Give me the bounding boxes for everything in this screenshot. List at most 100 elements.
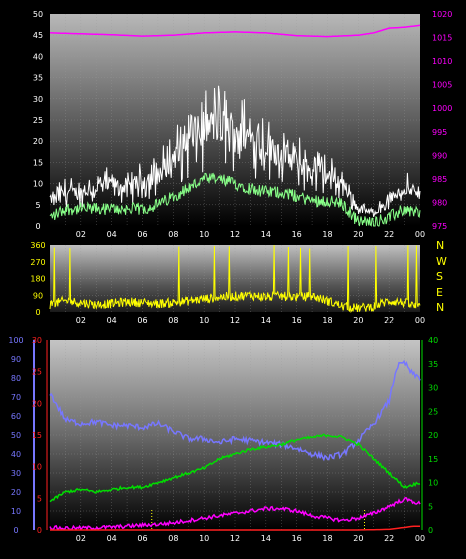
wind-axis-tick-label: 40: [33, 52, 43, 61]
climate-panel-x-tick-label: 12: [230, 534, 240, 543]
humidity-axis-tick-label: 60: [11, 412, 21, 421]
direction-panel-x-tick-label: 20: [353, 316, 363, 325]
direction-axis-tick-label: 270: [30, 258, 45, 267]
climate-panel-x-tick-label: 20: [353, 534, 363, 543]
wind-axis-tick-label: 5: [35, 201, 40, 210]
rain-axis-tick-label: 10: [32, 463, 42, 472]
temp-axis-title: Temperature (°C): [312, 320, 407, 333]
climate-panel-background: [50, 340, 420, 530]
rain-axis-tick-label: 20: [32, 399, 42, 408]
wind-panel-x-tick-label: 12: [230, 230, 240, 239]
rain-axis-tick-label: 5: [37, 494, 42, 503]
chart-title: 24 hour graph day : 01 May 2025: [172, 0, 357, 12]
direction-panel-x-tick-label: 16: [292, 316, 302, 325]
baro-axis-tick-label: 995: [432, 128, 447, 137]
humidity-axis-tick-label: 40: [11, 450, 21, 459]
baro-axis-tick-label: 1015: [432, 34, 452, 43]
temp-axis-tick-label: 10: [428, 479, 438, 488]
temp-axis-tick-label: 15: [428, 455, 438, 464]
compass-label: E: [436, 286, 443, 299]
wind-panel-x-tick-label: 10: [199, 230, 209, 239]
climate-panel-x-tick-label: 08: [168, 534, 178, 543]
humidity-axis-tick-label: 30: [11, 469, 21, 478]
wind-axis-title: Windspeed (kph): [8, 0, 102, 12]
rainfall-series-line: [50, 525, 420, 531]
temp-axis-tick-label: 5: [428, 502, 433, 511]
baro-axis-tick-label: 990: [432, 151, 447, 160]
direction-panel-x-tick-label: 18: [322, 316, 332, 325]
direction-series-line: [49, 245, 421, 313]
direction-panel-x-tick-label: 10: [199, 316, 209, 325]
climate-panel-x-tick-label: 04: [107, 534, 117, 543]
climate-panel-x-tick-label: 14: [261, 534, 271, 543]
wind-axis-tick-label: 25: [33, 116, 43, 125]
climate-panel-x-tick-label: 06: [137, 534, 147, 543]
rain-axis-title: Rainfall (mm): [0, 320, 75, 333]
temp-axis-tick-label: 0: [428, 526, 433, 535]
direction-panel-x-tick-label: 04: [107, 316, 117, 325]
humidity-axis-tick-label: 100: [8, 336, 23, 345]
compass-label: W: [436, 255, 447, 268]
baro-axis-tick-label: 1020: [432, 10, 452, 19]
dew-axis-title: Dew Point (°C): [395, 320, 466, 333]
climate-panel-x-tick-label: 18: [322, 534, 332, 543]
humidity-axis-title: Humidity: [68, 320, 118, 333]
wind-axis-tick-label: 20: [33, 137, 43, 146]
climate-panel-x-tick-label: 02: [76, 534, 86, 543]
direction-panel-x-tick-label: 12: [230, 316, 240, 325]
temperature-series-line: [49, 433, 421, 503]
rain-axis-tick-label: 25: [32, 368, 42, 377]
rain-axis-tick-label: 30: [32, 336, 42, 345]
direction-axis-tick-label: 90: [33, 291, 43, 300]
rain-axis-tick-label: 15: [32, 431, 42, 440]
direction-axis-tick-label: 360: [30, 241, 45, 250]
wind-panel-x-tick-label: 02: [76, 230, 86, 239]
wind-axis-tick-label: 10: [33, 180, 43, 189]
wind-axis-tick-label: 0: [35, 222, 40, 231]
direction-panel-x-tick-label: 00: [415, 316, 425, 325]
humidity-axis-tick-label: 80: [11, 374, 21, 383]
direction-axis-tick-label: 180: [30, 275, 45, 284]
wind-series-line: [49, 172, 421, 227]
wind-panel-x-tick-label: 20: [353, 230, 363, 239]
wind-panel-x-tick-label: 00: [415, 230, 425, 239]
direction-panel-x-tick-label: 06: [137, 316, 147, 325]
climate-panel-x-tick-label: 00: [415, 534, 425, 543]
baro-axis-tick-label: 1000: [432, 104, 452, 113]
humidity-series-line: [49, 359, 421, 462]
wind-panel-x-tick-label: 22: [384, 230, 394, 239]
climate-panel-x-tick-label: 10: [199, 534, 209, 543]
wind-panel-x-tick-label: 04: [107, 230, 117, 239]
climate-panel-x-tick-label: 16: [292, 534, 302, 543]
dewpoint-series-line: [49, 497, 421, 531]
humidity-axis-tick-label: 90: [11, 355, 21, 364]
wind-axis-tick-label: 15: [33, 158, 43, 167]
baro-axis-tick-label: 1010: [432, 57, 452, 66]
baro-axis-tick-label: 1005: [432, 81, 452, 90]
direction-panel-x-tick-label: 08: [168, 316, 178, 325]
wind-panel-x-tick-label: 16: [292, 230, 302, 239]
humidity-axis-tick-label: 50: [11, 431, 21, 440]
wind-axis-tick-label: 50: [33, 10, 43, 19]
humidity-axis-tick-label: 70: [11, 393, 21, 402]
humidity-axis-tick-label: 10: [11, 507, 21, 516]
humidity-axis-tick-label: 0: [13, 526, 18, 535]
compass-label: S: [436, 270, 443, 283]
gust-series-line: [49, 85, 421, 217]
temp-axis-tick-label: 35: [428, 360, 438, 369]
humidity-axis-tick-label: 20: [11, 488, 21, 497]
direction-axis-tick-label: 0: [35, 308, 40, 317]
wind-panel-x-tick-label: 18: [322, 230, 332, 239]
wind-panel-x-tick-label: 08: [168, 230, 178, 239]
compass-label: N: [436, 239, 445, 252]
baro-axis-tick-label: 980: [432, 198, 447, 207]
rain-axis-tick-label: 0: [37, 526, 42, 535]
baro-axis-tick-label: 985: [432, 175, 447, 184]
temp-axis-tick-label: 20: [428, 431, 438, 440]
direction-panel-x-tick-label: 14: [261, 316, 271, 325]
temp-axis-tick-label: 30: [428, 384, 438, 393]
wind-axis-tick-label: 35: [33, 74, 43, 83]
wind-panel-x-tick-label: 06: [137, 230, 147, 239]
